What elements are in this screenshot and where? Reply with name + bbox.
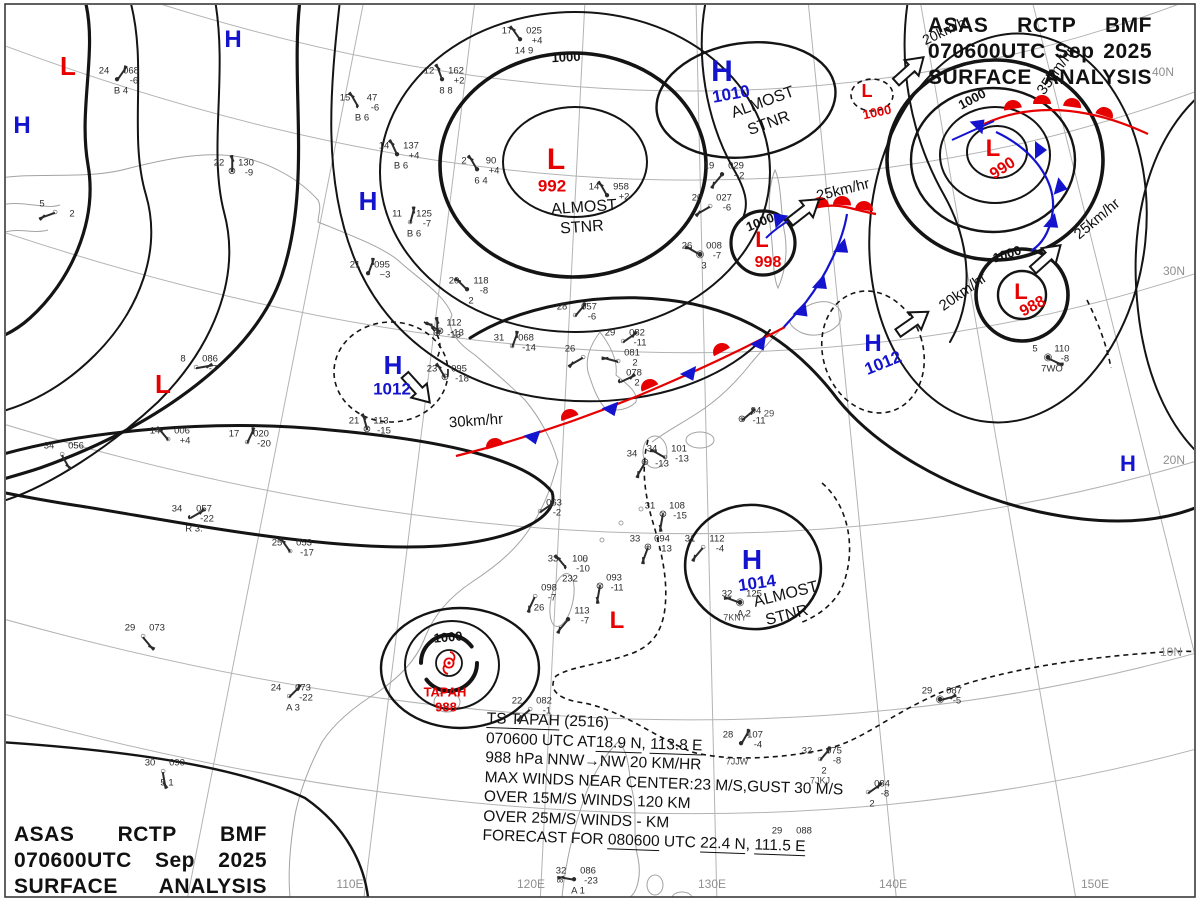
title-token: SURFACE (14, 875, 118, 898)
title-token: 070600UTC (928, 40, 1046, 63)
title-token: SURFACE (928, 66, 1032, 89)
storm-text-underlined: 18.9 N (595, 733, 642, 753)
title-token: ANALYSIS (158, 875, 267, 898)
title-block-top-right: ASAS RCTP BMF 070600UTC Sep 2025 SURFACE ANALYS… (928, 13, 1152, 91)
title-token: ANALYSIS (1043, 66, 1152, 89)
storm-info-block: TS TAPAH (2516) 070600 UTC AT18.9 N, 113.… (482, 709, 845, 858)
title-line: ASAS RCTP BMF (928, 13, 1152, 39)
title-line: SURFACE ANALYSIS (928, 65, 1152, 91)
title-line: ASAS RCTP BMF (14, 822, 267, 848)
storm-text: 070600 UTC AT (485, 729, 597, 751)
storm-text: (2516) (559, 712, 610, 732)
typhoon-symbol (442, 651, 456, 675)
title-token: Sep (155, 849, 196, 872)
title-token: RCTP (117, 823, 177, 846)
storm-text-underlined: 113.8 E (649, 735, 703, 756)
title-token: BMF (220, 823, 267, 846)
isobars-dashed (333, 78, 1194, 759)
title-token: 2025 (218, 849, 267, 872)
title-token: RCTP (1017, 14, 1077, 37)
storm-text-underlined: 111.5 E (754, 836, 806, 857)
title-token: ASAS (928, 14, 989, 37)
title-token: ASAS (14, 823, 75, 846)
title-token: BMF (1105, 14, 1152, 37)
storm-text-underlined: TS TAPAH (486, 709, 561, 731)
title-token: 070600UTC (14, 849, 132, 872)
storm-text: UTC (659, 833, 701, 852)
title-line: 070600UTC Sep 2025 (928, 39, 1152, 65)
storm-text: FORECAST FOR (482, 826, 609, 849)
isobars (6, 5, 1194, 897)
storm-text-underlined: 080600 (607, 831, 660, 852)
coastlines (6, 154, 842, 897)
title-line: 070600UTC Sep 2025 (14, 848, 267, 874)
title-token: Sep (1054, 40, 1095, 63)
title-token: 2025 (1103, 40, 1152, 63)
title-line: SURFACE ANALYSIS (14, 874, 267, 900)
map-frame (4, 3, 1196, 898)
title-block-bottom-left: ASAS RCTP BMF 070600UTC Sep 2025 SURFACE ANALYS… (14, 822, 267, 900)
storm-text-underlined: 22.4 N (699, 834, 747, 855)
